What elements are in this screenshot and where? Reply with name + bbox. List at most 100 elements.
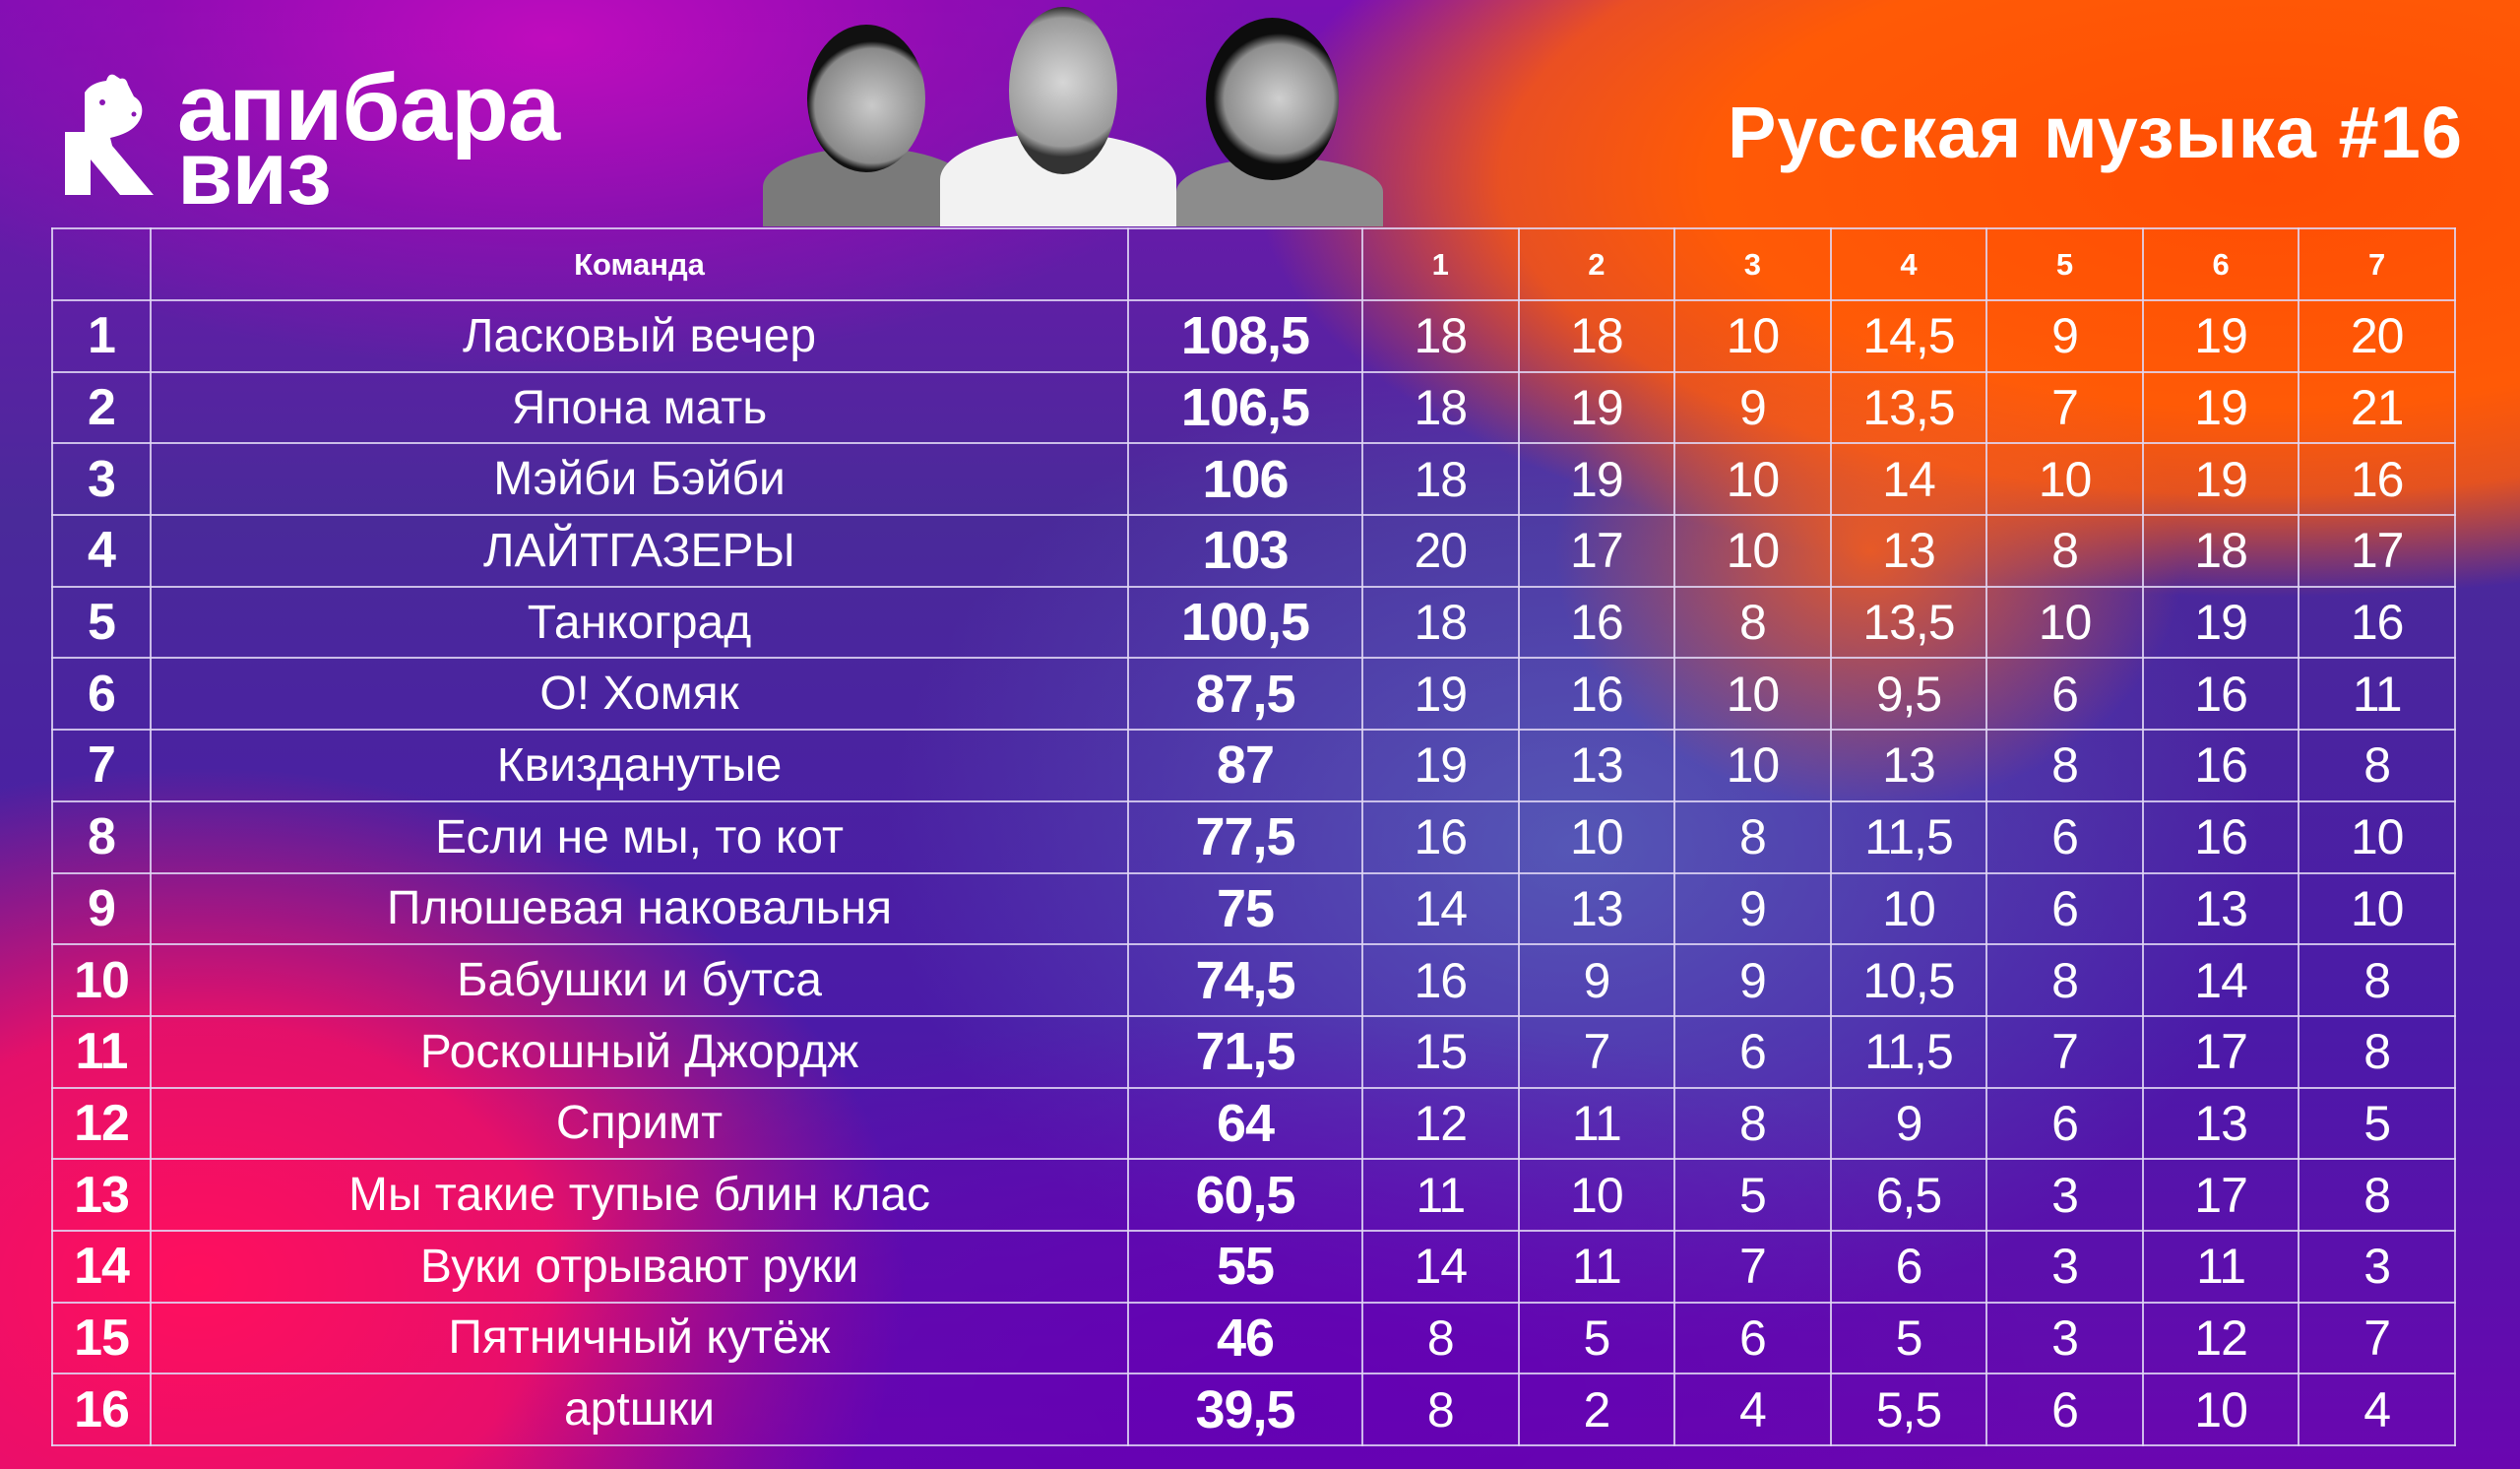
round-6-score-cell: 11 [2141, 1229, 2300, 1304]
logo-text-line1: апибара [177, 55, 560, 160]
round-1-score-cell: 19 [1361, 657, 1520, 732]
round-5-score-cell: 8 [1985, 729, 2144, 802]
round-4-score-cell: 9,5 [1829, 657, 1988, 732]
rank-cell: 3 [51, 442, 152, 517]
host-photo-2 [940, 5, 1176, 226]
round-1-score-cell: 18 [1361, 585, 1520, 660]
round-7-score-cell: 4 [2298, 1373, 2456, 1446]
rank-cell: 13 [51, 1158, 152, 1232]
round-4-score-cell: 11,5 [1829, 1014, 1988, 1089]
round-6-score-cell: 17 [2141, 1014, 2300, 1089]
round-7-score-cell: 10 [2298, 799, 2456, 874]
team-name-cell: ЛАЙТГАЗЕРЫ [150, 514, 1129, 588]
event-title: Русская музыка #16 [1727, 92, 2463, 173]
team-name-cell: Вуки отрывают руки [150, 1229, 1129, 1304]
rank-cell: 11 [51, 1014, 152, 1089]
round-5-score-cell: 6 [1985, 657, 2144, 732]
rank-cell: 9 [51, 871, 152, 946]
rank-cell: 6 [51, 657, 152, 732]
round-6-score-cell: 18 [2141, 514, 2300, 588]
team-name-cell: Роскошный Джордж [150, 1014, 1129, 1089]
table-row: 3 Мэйби Бэйби 106 18 19 10 14 10 19 16 [51, 442, 2456, 517]
rank-cell: 16 [51, 1373, 152, 1446]
header-rank [51, 227, 152, 301]
round-6-score-cell: 17 [2141, 1158, 2300, 1232]
team-name-cell: Пятничный кутёж [150, 1301, 1129, 1375]
round-2-score-cell: 7 [1517, 1014, 1676, 1089]
team-name-cell: Квизданутые [150, 729, 1129, 802]
round-7-score-cell: 16 [2298, 442, 2456, 517]
hosts-photo-strip [753, 5, 1383, 226]
results-table: Команда 1 2 3 4 5 6 7 1 Ласковый вечер 108… [51, 227, 2456, 1446]
round-6-score-cell: 12 [2141, 1301, 2300, 1375]
round-6-score-cell: 19 [2141, 299, 2300, 373]
round-7-score-cell: 5 [2298, 1086, 2456, 1161]
round-5-score-cell: 9 [1985, 299, 2144, 373]
team-name-cell: арtшки [150, 1373, 1129, 1446]
round-7-score-cell: 8 [2298, 1014, 2456, 1089]
round-7-score-cell: 7 [2298, 1301, 2456, 1375]
round-7-score-cell: 16 [2298, 585, 2456, 660]
header-round-6: 6 [2141, 227, 2300, 301]
rank-cell: 4 [51, 514, 152, 588]
rank-cell: 14 [51, 1229, 152, 1304]
round-7-score-cell: 11 [2298, 657, 2456, 732]
round-3-score-cell: 10 [1673, 657, 1832, 732]
total-score-cell: 71,5 [1127, 1014, 1363, 1089]
round-5-score-cell: 7 [1985, 370, 2144, 445]
round-1-score-cell: 19 [1361, 729, 1520, 802]
round-4-score-cell: 10,5 [1829, 943, 1988, 1017]
round-7-score-cell: 10 [2298, 871, 2456, 946]
round-7-score-cell: 21 [2298, 370, 2456, 445]
total-score-cell: 106 [1127, 442, 1363, 517]
round-3-score-cell: 8 [1673, 1086, 1832, 1161]
round-2-score-cell: 2 [1517, 1373, 1676, 1446]
round-5-score-cell: 8 [1985, 943, 2144, 1017]
round-4-score-cell: 6 [1829, 1229, 1988, 1304]
round-6-score-cell: 16 [2141, 729, 2300, 802]
total-score-cell: 87,5 [1127, 657, 1363, 732]
round-4-score-cell: 5,5 [1829, 1373, 1988, 1446]
round-4-score-cell: 5 [1829, 1301, 1988, 1375]
table-row: 10 Бабушки и бутса 74,5 16 9 9 10,5 8 14 8 [51, 943, 2456, 1017]
round-4-score-cell: 13,5 [1829, 370, 1988, 445]
round-5-score-cell: 6 [1985, 799, 2144, 874]
round-7-score-cell: 8 [2298, 729, 2456, 802]
round-2-score-cell: 5 [1517, 1301, 1676, 1375]
total-score-cell: 74,5 [1127, 943, 1363, 1017]
round-1-score-cell: 18 [1361, 299, 1520, 373]
round-3-score-cell: 6 [1673, 1301, 1832, 1375]
round-3-score-cell: 5 [1673, 1158, 1832, 1232]
round-3-score-cell: 7 [1673, 1229, 1832, 1304]
total-score-cell: 106,5 [1127, 370, 1363, 445]
round-1-score-cell: 16 [1361, 799, 1520, 874]
round-5-score-cell: 3 [1985, 1229, 2144, 1304]
round-3-score-cell: 8 [1673, 799, 1832, 874]
table-row: 16 арtшки 39,5 8 2 4 5,5 6 10 4 [51, 1373, 2456, 1446]
rank-cell: 2 [51, 370, 152, 445]
round-1-score-cell: 11 [1361, 1158, 1520, 1232]
round-5-score-cell: 7 [1985, 1014, 2144, 1089]
team-name-cell: Бабушки и бутса [150, 943, 1129, 1017]
round-5-score-cell: 6 [1985, 871, 2144, 946]
team-name-cell: Плюшевая наковальня [150, 871, 1129, 946]
table-row: 12 Спримт 64 12 11 8 9 6 13 5 [51, 1086, 2456, 1161]
host-photo-1 [763, 15, 970, 226]
round-2-score-cell: 10 [1517, 1158, 1676, 1232]
round-6-score-cell: 19 [2141, 442, 2300, 517]
round-7-score-cell: 8 [2298, 1158, 2456, 1232]
team-name-cell: Мэйби Бэйби [150, 442, 1129, 517]
total-score-cell: 77,5 [1127, 799, 1363, 874]
round-4-score-cell: 13 [1829, 514, 1988, 588]
logo-text-line2: виз [177, 123, 332, 224]
round-5-score-cell: 6 [1985, 1373, 2144, 1446]
total-score-cell: 60,5 [1127, 1158, 1363, 1232]
total-score-cell: 75 [1127, 871, 1363, 946]
round-1-score-cell: 14 [1361, 871, 1520, 946]
rank-cell: 8 [51, 799, 152, 874]
total-score-cell: 100,5 [1127, 585, 1363, 660]
total-score-cell: 103 [1127, 514, 1363, 588]
round-3-score-cell: 6 [1673, 1014, 1832, 1089]
total-score-cell: 108,5 [1127, 299, 1363, 373]
table-row: 5 Танкоград 100,5 18 16 8 13,5 10 19 16 [51, 585, 2456, 660]
